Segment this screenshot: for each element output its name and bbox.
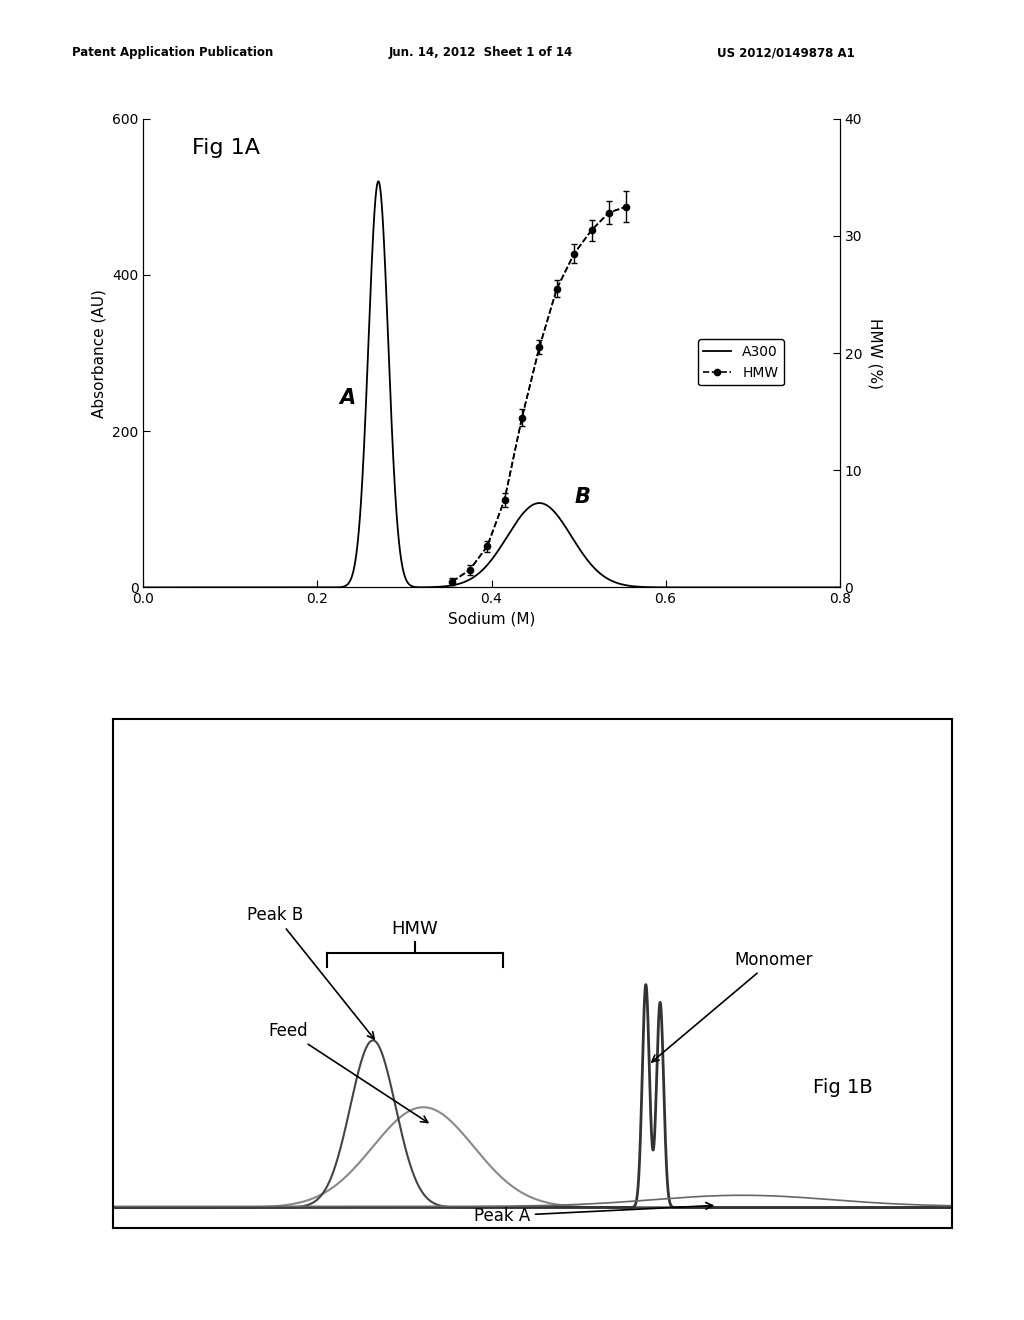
Text: US 2012/0149878 A1: US 2012/0149878 A1 bbox=[717, 46, 855, 59]
Text: Fig 1B: Fig 1B bbox=[813, 1077, 873, 1097]
Text: Patent Application Publication: Patent Application Publication bbox=[72, 46, 273, 59]
X-axis label: Sodium (M): Sodium (M) bbox=[447, 611, 536, 627]
Y-axis label: Absorbance (AU): Absorbance (AU) bbox=[91, 289, 106, 417]
Legend: A300, HMW: A300, HMW bbox=[698, 339, 784, 385]
Text: B: B bbox=[574, 487, 590, 507]
Text: Fig 1A: Fig 1A bbox=[193, 137, 260, 157]
Y-axis label: HMW (%): HMW (%) bbox=[868, 318, 883, 388]
Text: Peak B: Peak B bbox=[247, 906, 374, 1039]
Text: Jun. 14, 2012  Sheet 1 of 14: Jun. 14, 2012 Sheet 1 of 14 bbox=[389, 46, 573, 59]
Text: Monomer: Monomer bbox=[652, 950, 812, 1061]
Text: A: A bbox=[339, 388, 355, 408]
Text: HMW: HMW bbox=[391, 920, 438, 937]
Text: Feed: Feed bbox=[268, 1022, 428, 1122]
Text: Peak A: Peak A bbox=[474, 1203, 713, 1225]
